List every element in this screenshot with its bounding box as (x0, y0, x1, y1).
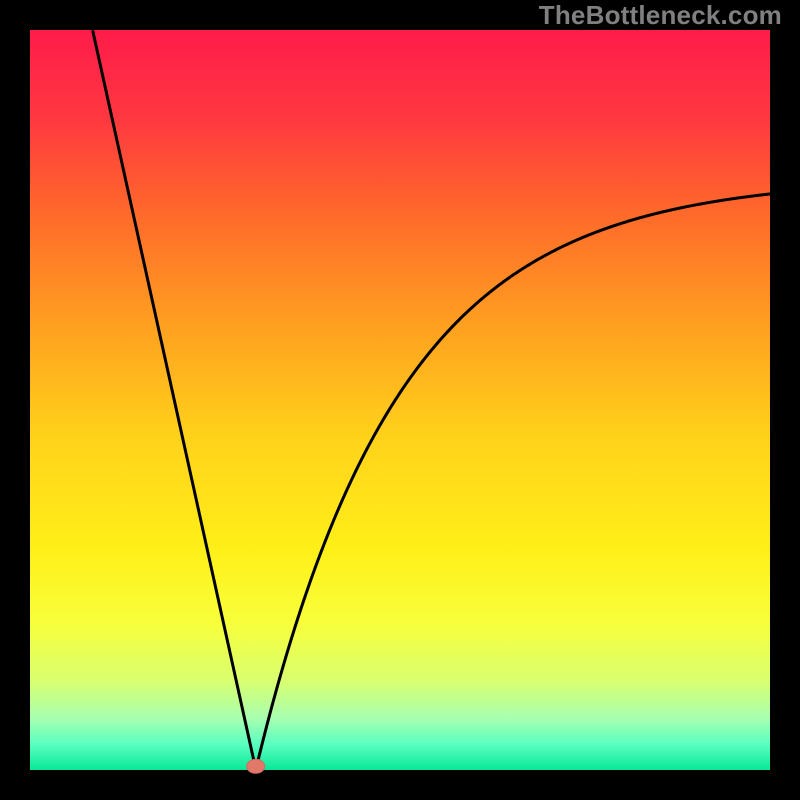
plot-area (30, 30, 770, 770)
watermark-text: TheBottleneck.com (539, 0, 782, 31)
vertex-marker (247, 759, 265, 773)
bottleneck-curve (93, 31, 770, 767)
chart-root: TheBottleneck.com (0, 0, 800, 800)
curve-layer (30, 30, 770, 770)
